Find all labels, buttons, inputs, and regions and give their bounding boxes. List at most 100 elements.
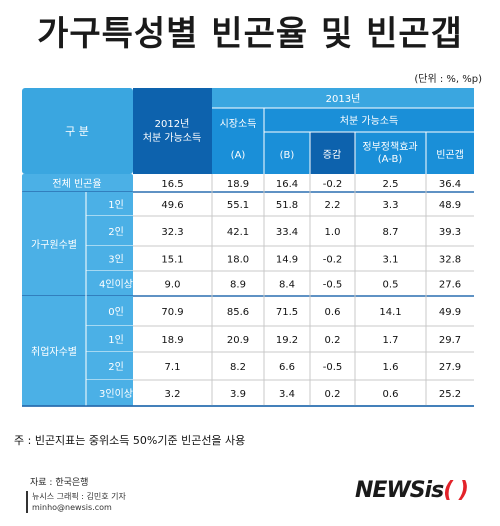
row-sub-cell bbox=[86, 271, 133, 296]
table-cell: 15.1 bbox=[161, 255, 183, 266]
table-cell: 20.9 bbox=[227, 335, 249, 346]
table-cell: 14.9 bbox=[276, 255, 298, 266]
row-sub-cell bbox=[86, 192, 133, 216]
header-disp-b: (B) bbox=[280, 150, 295, 161]
header-gap-cell bbox=[426, 132, 474, 174]
table-cell: -0.2 bbox=[323, 179, 343, 190]
table-cell: 6.6 bbox=[279, 362, 295, 373]
table-cell: 3.3 bbox=[383, 200, 399, 211]
header-disp: 처분 가능소득 bbox=[340, 115, 398, 127]
table-cell: 1.0 bbox=[325, 227, 341, 238]
table-cell: 8.4 bbox=[279, 280, 295, 291]
row-sub-cell bbox=[86, 326, 133, 352]
row-sub-label: 0인 bbox=[108, 306, 124, 318]
table-cell: 0.6 bbox=[325, 307, 341, 318]
table-cell: 32.8 bbox=[439, 255, 461, 266]
table-cell: 32.3 bbox=[161, 227, 183, 238]
table-cell: -0.2 bbox=[323, 255, 343, 266]
table-cell: 49.9 bbox=[439, 307, 461, 318]
table-cell: -0.5 bbox=[323, 280, 343, 291]
header-2013: 2013년 bbox=[326, 93, 361, 105]
row-sub-label: 4인이상 bbox=[99, 279, 133, 291]
table-cell: 3.1 bbox=[383, 255, 399, 266]
table-cell: 39.3 bbox=[439, 227, 461, 238]
table-cell: 55.1 bbox=[227, 200, 249, 211]
table-cell: 0.2 bbox=[325, 389, 341, 400]
table-cell: 51.8 bbox=[276, 200, 298, 211]
table-cell: 7.1 bbox=[165, 362, 181, 373]
table-cell: 3.9 bbox=[230, 389, 246, 400]
source-label: 자료 : 한국은행 bbox=[30, 478, 89, 488]
header-gov: 정부정책효과 bbox=[362, 141, 417, 153]
row-sub-label: 3인이상 bbox=[99, 388, 133, 400]
row-sub-label: 2인 bbox=[108, 361, 124, 373]
header-gov-cell bbox=[355, 132, 426, 174]
table-cell: 27.6 bbox=[439, 280, 461, 291]
header-category-cell bbox=[22, 88, 133, 174]
header-change: 증감 bbox=[323, 149, 341, 161]
table-cell: 16.4 bbox=[276, 179, 298, 190]
table-cell: 8.7 bbox=[383, 227, 399, 238]
footnote: 주 : 빈곤지표는 중위소득 50%기준 빈곤선을 사용 bbox=[14, 434, 246, 447]
logo-paren: ( ) bbox=[443, 478, 469, 503]
header-disp-band bbox=[264, 108, 474, 132]
credit-block: 뉴시스 그래픽 : 김민호 기자 minho@newsis.com bbox=[26, 491, 126, 513]
table-cell: 42.1 bbox=[227, 227, 249, 238]
header-gap: 빈곤갭 bbox=[436, 149, 464, 161]
row-sub-cell bbox=[86, 296, 133, 326]
table-cell: 0.5 bbox=[383, 280, 399, 291]
table-cell: 18.9 bbox=[161, 335, 183, 346]
credit-email: minho@newsis.com bbox=[32, 503, 112, 512]
table-cell: 18.0 bbox=[227, 255, 249, 266]
table-cell: 19.2 bbox=[276, 335, 298, 346]
header-change-cell bbox=[310, 132, 355, 174]
table-cell: 29.7 bbox=[439, 335, 461, 346]
header-market-a: (A) bbox=[231, 150, 246, 161]
header-category: 구 분 bbox=[65, 125, 89, 138]
table-cell: 71.5 bbox=[276, 307, 298, 318]
header-market-cell bbox=[212, 108, 264, 174]
row-sub-label: 2인 bbox=[108, 226, 124, 238]
group-label-employed: 취업자수별 bbox=[31, 345, 77, 358]
row-sub-cell bbox=[86, 380, 133, 406]
row-sub-label: 1인 bbox=[108, 334, 124, 346]
credit-author: 뉴시스 그래픽 : 김민호 기자 bbox=[32, 492, 126, 501]
table-cell: 0.2 bbox=[325, 335, 341, 346]
table-cell: 3.4 bbox=[279, 389, 295, 400]
newsis-logo: NEWSis( ) bbox=[355, 478, 469, 503]
row-sub-cell bbox=[86, 352, 133, 380]
table-cell: 1.7 bbox=[383, 335, 399, 346]
table-cell: 8.9 bbox=[230, 280, 246, 291]
header-market: 시장소득 bbox=[220, 118, 257, 130]
header-gov-sub: (A-B) bbox=[378, 154, 403, 165]
header-2012: 2012년 bbox=[155, 118, 190, 130]
row-label-total bbox=[22, 174, 133, 192]
table-cell: 85.6 bbox=[227, 307, 249, 318]
row-group-cell bbox=[22, 192, 86, 296]
table-cell: 14.1 bbox=[379, 307, 401, 318]
group-label-household: 가구원수별 bbox=[31, 239, 77, 251]
table-cell: 27.9 bbox=[439, 362, 461, 373]
table-cell: 0.6 bbox=[383, 389, 399, 400]
table-cell: 8.2 bbox=[230, 362, 246, 373]
row-sub-cell bbox=[86, 246, 133, 271]
row-label-total-text: 전체 빈곤율 bbox=[52, 178, 101, 190]
header-2012-sub: 처분 가능소득 bbox=[143, 132, 201, 144]
table-cell: -0.5 bbox=[323, 362, 343, 373]
table-cell: 1.6 bbox=[383, 362, 399, 373]
row-sub-label: 1인 bbox=[108, 199, 124, 211]
table-cell: 36.4 bbox=[439, 179, 461, 190]
logo-text: NEWSis bbox=[355, 478, 444, 503]
table-cell: 3.2 bbox=[165, 389, 181, 400]
row-sub-cell bbox=[86, 216, 133, 246]
unit-label: (단위 : %, %p) bbox=[414, 74, 482, 85]
table-cell: 70.9 bbox=[161, 307, 183, 318]
row-group-cell bbox=[22, 296, 86, 406]
table-cell: 2.2 bbox=[325, 200, 341, 211]
table-cell: 48.9 bbox=[439, 200, 461, 211]
table-cell: 9.0 bbox=[165, 280, 181, 291]
table-cell: 25.2 bbox=[439, 389, 461, 400]
table-cell: 33.4 bbox=[276, 227, 298, 238]
row-sub-label: 3인 bbox=[108, 254, 124, 266]
